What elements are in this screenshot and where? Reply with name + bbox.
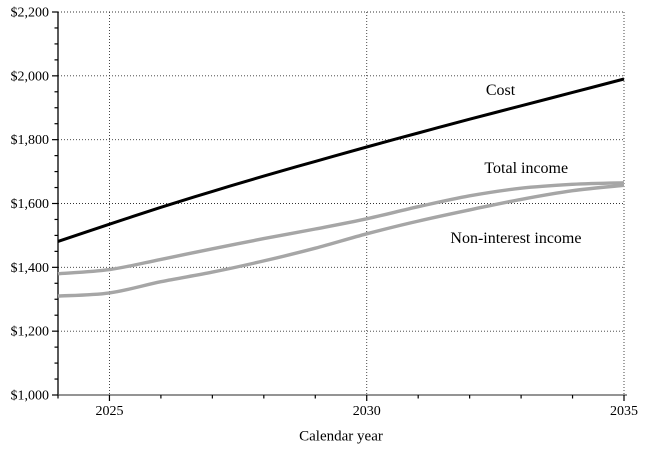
svg-text:$2,000: $2,000 [11,69,50,84]
x-axis-title: Calendar year [299,428,383,445]
svg-text:$1,600: $1,600 [11,197,50,212]
svg-text:2030: 2030 [353,404,381,419]
svg-text:$1,800: $1,800 [11,133,50,148]
cost-line-label: Cost [485,82,516,100]
svg-text:2035: 2035 [610,404,638,419]
svg-text:$2,200: $2,200 [11,6,50,21]
svg-text:$1,200: $1,200 [11,325,50,340]
svg-text:2025: 2025 [95,404,123,419]
total-income-line-label: Total income [484,160,569,178]
non-interest-income-line-label: Non-interest income [450,229,582,247]
svg-text:$1,400: $1,400 [11,261,50,276]
svg-text:$1,000: $1,000 [11,389,50,404]
